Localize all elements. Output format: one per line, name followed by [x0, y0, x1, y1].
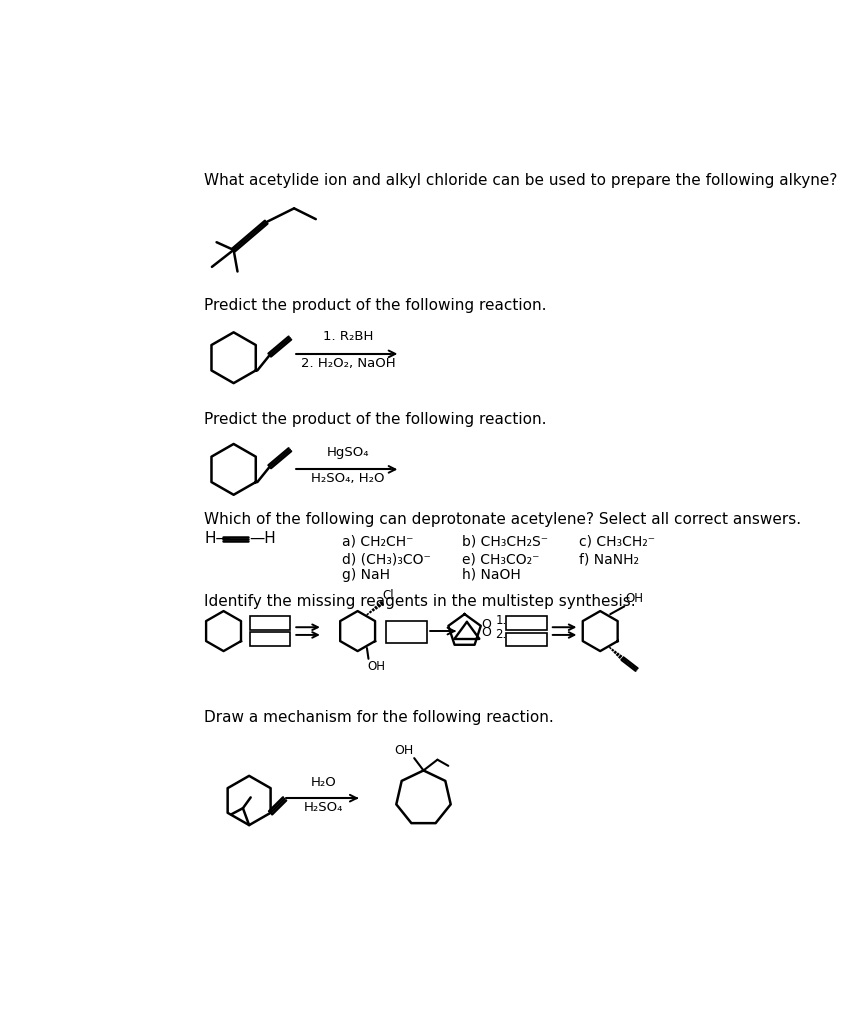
Text: O: O [481, 626, 491, 639]
Text: H₂SO₄, H₂O: H₂SO₄, H₂O [311, 472, 385, 485]
Bar [250, 615, 290, 630]
Text: b) CH₃CH₂S⁻: b) CH₃CH₂S⁻ [462, 535, 548, 549]
Text: H₂O: H₂O [310, 776, 337, 788]
Text: —H: —H [249, 531, 276, 546]
Text: H₂SO₄: H₂SO₄ [304, 801, 343, 814]
Text: OH: OH [367, 659, 385, 673]
Text: 1. R₂BH: 1. R₂BH [323, 330, 373, 343]
Text: What acetylide ion and alkyl chloride can be used to prepare the following alkyn: What acetylide ion and alkyl chloride ca… [204, 173, 838, 188]
Text: OH: OH [625, 592, 643, 605]
Text: HgSO₄: HgSO₄ [327, 445, 369, 459]
Text: Predict the product of the following reaction.: Predict the product of the following rea… [204, 298, 547, 313]
Text: Which of the following can deprotonate acetylene? Select all correct answers.: Which of the following can deprotonate a… [204, 512, 801, 526]
Text: f) NaNH₂: f) NaNH₂ [579, 553, 639, 566]
Text: O: O [481, 618, 492, 632]
Text: Cl: Cl [382, 589, 394, 602]
Bar [250, 632, 290, 646]
Text: 2.: 2. [496, 629, 507, 641]
Bar [507, 633, 547, 646]
Bar [387, 622, 426, 643]
Text: e) CH₃CO₂⁻: e) CH₃CO₂⁻ [462, 553, 540, 566]
Text: g) NaH: g) NaH [342, 568, 390, 582]
Text: d) (CH₃)₃CO⁻: d) (CH₃)₃CO⁻ [342, 553, 431, 566]
Text: Identify the missing reagents in the multistep synthesis.: Identify the missing reagents in the mul… [204, 594, 636, 609]
Text: Draw a mechanism for the following reaction.: Draw a mechanism for the following react… [204, 710, 554, 725]
Text: 1.: 1. [496, 613, 507, 627]
Text: Predict the product of the following reaction.: Predict the product of the following rea… [204, 412, 547, 427]
Text: a) CH₂CH⁻: a) CH₂CH⁻ [342, 535, 414, 549]
Text: h) NaOH: h) NaOH [462, 568, 521, 582]
Text: OH: OH [394, 743, 414, 757]
Text: 2. H₂O₂, NaOH: 2. H₂O₂, NaOH [300, 357, 395, 370]
Text: H—: H— [204, 531, 231, 546]
Text: c) CH₃CH₂⁻: c) CH₃CH₂⁻ [579, 535, 655, 549]
Bar [507, 616, 547, 631]
